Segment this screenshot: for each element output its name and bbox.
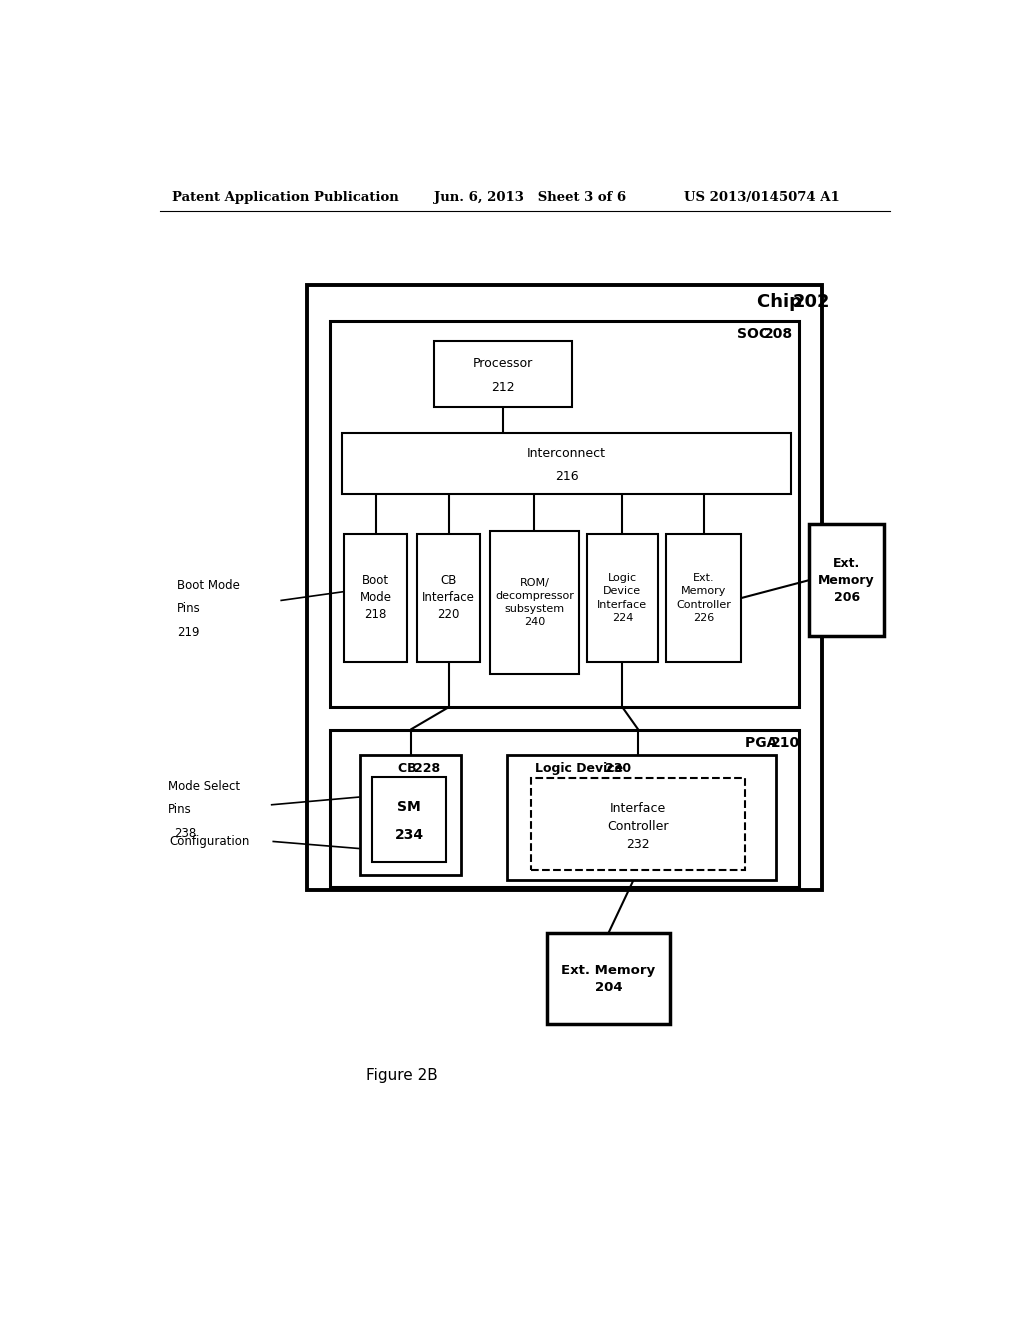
Bar <box>531 779 745 870</box>
Text: 216: 216 <box>555 470 579 483</box>
Text: CB: CB <box>397 762 421 775</box>
Text: 219: 219 <box>177 626 200 639</box>
Bar <box>809 524 885 636</box>
Text: PGA: PGA <box>744 735 782 750</box>
Text: Jun. 6, 2013   Sheet 3 of 6: Jun. 6, 2013 Sheet 3 of 6 <box>433 190 626 203</box>
Text: Controller: Controller <box>607 820 669 833</box>
Text: Boot
Mode
218: Boot Mode 218 <box>359 574 391 622</box>
Text: Chip: Chip <box>758 293 809 310</box>
Bar <box>373 777 446 862</box>
Text: 202: 202 <box>793 293 830 310</box>
Text: Interconnect: Interconnect <box>527 446 606 459</box>
Bar <box>433 342 572 408</box>
Text: Processor: Processor <box>473 356 534 370</box>
Text: 208: 208 <box>764 327 793 341</box>
Text: Boot Mode: Boot Mode <box>177 578 240 591</box>
Text: Logic
Device
Interface
224: Logic Device Interface 224 <box>597 573 647 623</box>
Text: Interface: Interface <box>610 803 667 816</box>
Text: CB
Interface
220: CB Interface 220 <box>422 574 475 622</box>
Text: US 2013/0145074 A1: US 2013/0145074 A1 <box>684 190 840 203</box>
Text: Configuration: Configuration <box>169 836 250 847</box>
Bar <box>489 532 579 673</box>
Bar <box>417 535 480 661</box>
Text: Ext.
Memory
Controller
226: Ext. Memory Controller 226 <box>676 573 731 623</box>
Text: 232: 232 <box>627 838 650 851</box>
Bar <box>507 755 775 880</box>
Text: 238: 238 <box>174 826 197 840</box>
Text: 212: 212 <box>492 381 515 395</box>
Text: SM: SM <box>397 800 421 814</box>
Text: Ext. Memory
204: Ext. Memory 204 <box>561 964 655 994</box>
Bar <box>306 285 822 890</box>
Bar <box>359 755 461 875</box>
Bar <box>587 535 658 661</box>
Text: Pins: Pins <box>168 804 191 816</box>
Bar <box>331 321 799 708</box>
Text: SOC: SOC <box>736 327 774 341</box>
Bar <box>331 730 799 887</box>
Bar <box>344 535 408 661</box>
Text: ROM/
decompressor
subsystem
240: ROM/ decompressor subsystem 240 <box>495 578 573 627</box>
Text: Logic Device: Logic Device <box>536 762 628 775</box>
Text: 228: 228 <box>415 762 440 775</box>
Text: 234: 234 <box>395 828 424 842</box>
Text: Ext.
Memory
206: Ext. Memory 206 <box>818 557 874 603</box>
Text: Patent Application Publication: Patent Application Publication <box>172 190 398 203</box>
Text: 230: 230 <box>605 762 631 775</box>
Bar <box>342 433 791 494</box>
Bar <box>547 933 670 1024</box>
Bar <box>666 535 741 661</box>
Text: Mode Select: Mode Select <box>168 780 240 793</box>
Text: Figure 2B: Figure 2B <box>366 1068 437 1082</box>
Text: Pins: Pins <box>177 602 201 615</box>
Text: 210: 210 <box>771 735 800 750</box>
